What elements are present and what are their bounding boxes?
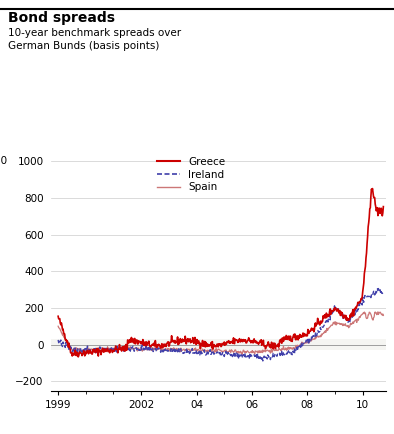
Text: Bond spreads: Bond spreads: [8, 11, 115, 25]
Legend: Greece, Ireland, Spain: Greece, Ireland, Spain: [157, 157, 225, 192]
Text: 10‐year benchmark spreads over
German Bunds (basis points): 10‐year benchmark spreads over German Bu…: [8, 28, 181, 51]
Bar: [51, 339, 386, 350]
Text: 1000: 1000: [0, 156, 7, 166]
